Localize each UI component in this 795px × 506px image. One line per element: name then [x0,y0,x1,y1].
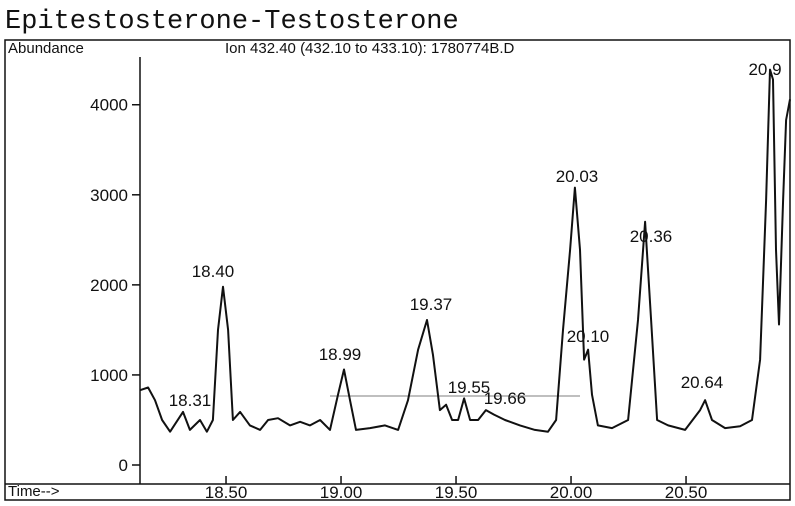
peak-label: 18.40 [192,262,235,281]
peak-label: 18.31 [169,391,212,410]
peak-label: 18.99 [319,345,362,364]
x-tick-label: 19.50 [435,483,478,502]
peak-label: 20.10 [567,327,610,346]
x-tick-label: 20.00 [550,483,593,502]
peak-label: 20.9 [748,60,781,79]
y-tick-label: 3000 [90,186,128,205]
y-tick-label: 0 [119,456,128,475]
chart-title: Epitestosterone-Testosterone [5,7,459,37]
peak-label: 20.36 [630,227,673,246]
peak-label: 20.03 [556,167,599,186]
peak-label: 19.66 [484,389,527,408]
peak-label: 19.55 [448,378,491,397]
y-axis-label: Abundance [8,40,84,57]
y-tick-label: 2000 [90,276,128,295]
subtitle: Ion 432.40 (432.10 to 433.10): 1780774B.… [225,40,515,57]
frame [4,39,791,501]
x-tick-label: 19.00 [320,483,363,502]
peak-label: 19.37 [410,295,453,314]
x-tick-label: 20.50 [665,483,708,502]
trace [139,68,791,433]
y-tick-label: 1000 [90,366,128,385]
y-tick-label: 4000 [90,96,128,115]
peak-label: 20.64 [681,373,724,392]
x-axis-label: Time--> [8,483,60,500]
x-tick-label: 18.50 [205,483,248,502]
